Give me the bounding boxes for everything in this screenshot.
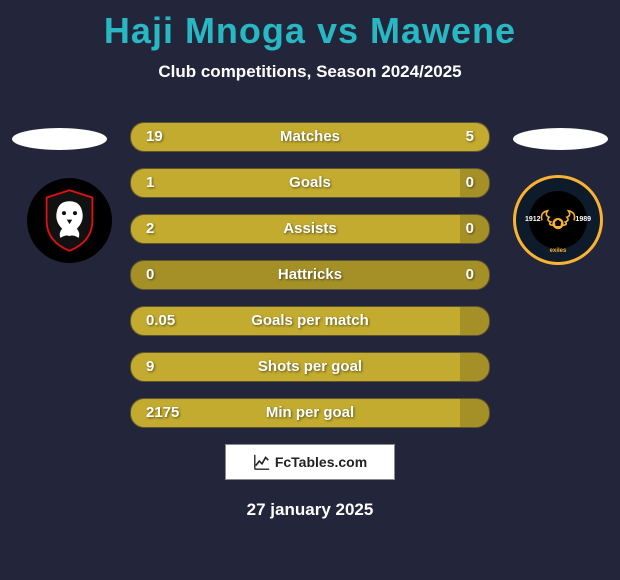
stat-label: Matches xyxy=(131,123,489,151)
shield-lion-icon xyxy=(42,188,97,253)
player2-name: Mawene xyxy=(370,10,516,51)
stat-row: 0.05Goals per match xyxy=(130,306,490,336)
vs-text: vs xyxy=(317,10,359,51)
stat-label: Shots per goal xyxy=(131,353,489,381)
player1-ellipse xyxy=(12,128,107,150)
stat-row: 10Goals xyxy=(130,168,490,198)
brand-box[interactable]: FcTables.com xyxy=(225,444,395,480)
subtitle: Club competitions, Season 2024/2025 xyxy=(0,62,620,82)
chart-line-icon xyxy=(253,453,271,471)
stat-row: 195Matches xyxy=(130,122,490,152)
stat-label: Goals per match xyxy=(131,307,489,335)
stat-label: Min per goal xyxy=(131,399,489,427)
badge-year-right: 1989 xyxy=(575,216,591,223)
stat-row: 00Hattricks xyxy=(130,260,490,290)
player2-ellipse xyxy=(513,128,608,150)
brand-label: FcTables.com xyxy=(275,454,367,470)
player2-club-badge: 1912 1989 exiles xyxy=(513,175,603,265)
stat-label: Goals xyxy=(131,169,489,197)
stat-bars: 195Matches 10Goals 20Assists 00Hattricks 0.0… xyxy=(130,122,490,444)
stat-label: Assists xyxy=(131,215,489,243)
badge-year-left: 1912 xyxy=(525,216,541,223)
stat-row: 9Shots per goal xyxy=(130,352,490,382)
player1-name: Haji Mnoga xyxy=(104,10,306,51)
player1-club-badge xyxy=(27,178,112,263)
footer-date: 27 january 2025 xyxy=(0,500,620,520)
stat-row: 2175Min per goal xyxy=(130,398,490,428)
stat-label: Hattricks xyxy=(131,261,489,289)
comparison-title: Haji Mnoga vs Mawene xyxy=(0,0,620,52)
badge-ribbon-text: exiles xyxy=(550,248,567,254)
wings-ball-icon xyxy=(538,206,578,234)
stat-row: 20Assists xyxy=(130,214,490,244)
